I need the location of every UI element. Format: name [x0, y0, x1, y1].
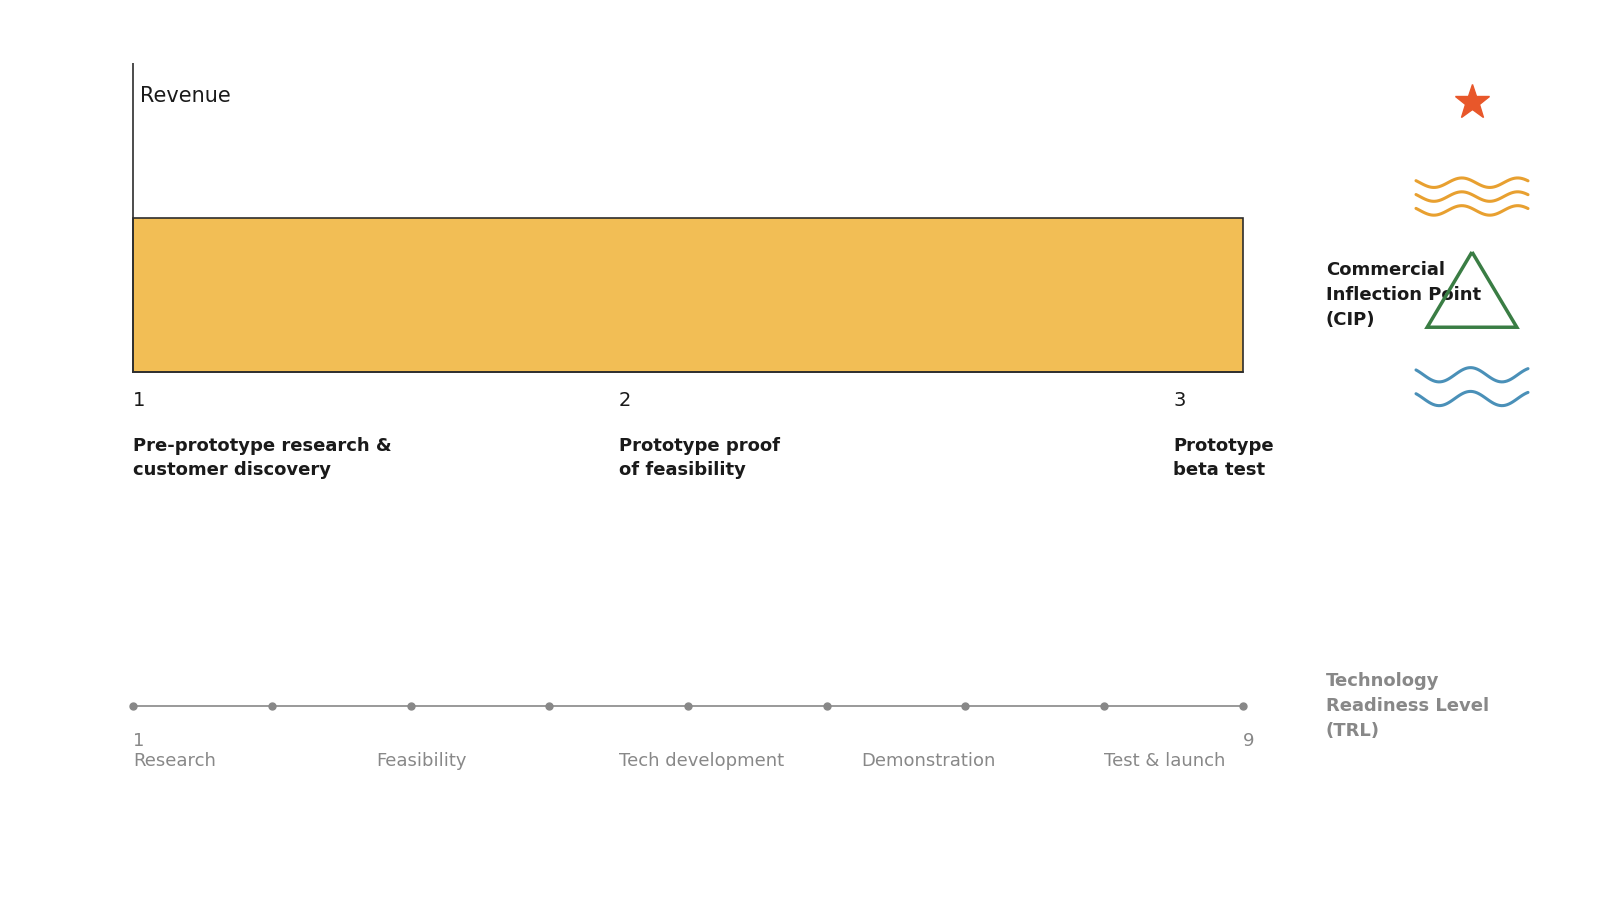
- Text: 1: 1: [133, 391, 146, 410]
- Text: Commercial
Inflection Point
(CIP): Commercial Inflection Point (CIP): [1326, 261, 1482, 329]
- Text: Tech development: Tech development: [619, 752, 784, 770]
- Text: 1: 1: [133, 733, 144, 751]
- Text: 2: 2: [619, 391, 630, 410]
- Text: Technology
Readiness Level
(TRL): Technology Readiness Level (TRL): [1326, 671, 1490, 740]
- Text: 3: 3: [1173, 391, 1186, 410]
- Text: Demonstration: Demonstration: [861, 752, 995, 770]
- Text: Research: Research: [133, 752, 216, 770]
- Text: Prototype
beta test: Prototype beta test: [1173, 437, 1274, 479]
- Text: Feasibility: Feasibility: [376, 752, 467, 770]
- Bar: [133, 218, 1243, 373]
- Text: Prototype proof
of feasibility: Prototype proof of feasibility: [619, 437, 779, 479]
- Text: Pre-prototype research &
customer discovery: Pre-prototype research & customer discov…: [133, 437, 392, 479]
- Text: Revenue: Revenue: [141, 86, 230, 106]
- Text: Test & launch: Test & launch: [1104, 752, 1226, 770]
- Text: 9: 9: [1243, 733, 1254, 751]
